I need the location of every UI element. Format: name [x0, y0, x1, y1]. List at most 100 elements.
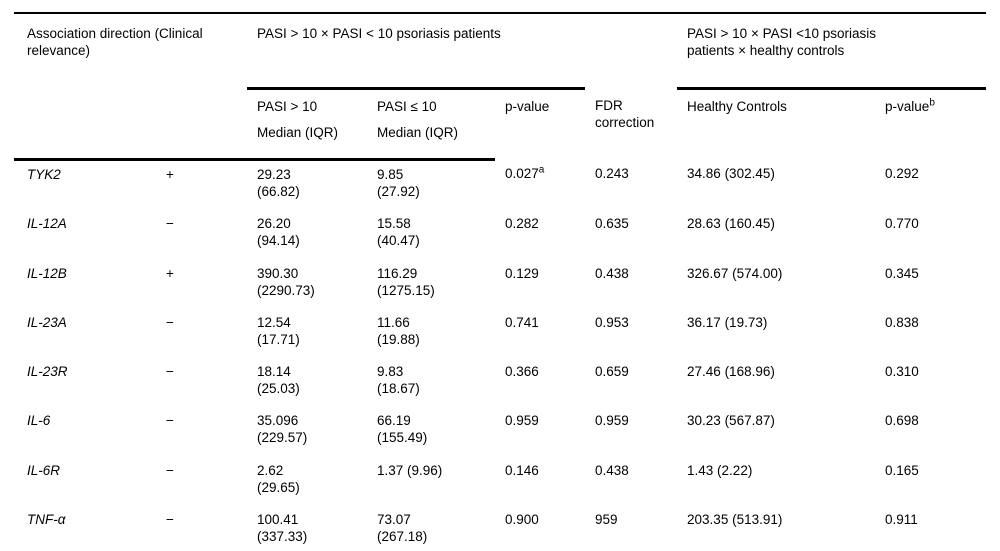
- table-row-il12b: IL-12B + 390.30 (2290.73) 116.29 (1275.15)…: [14, 260, 986, 309]
- group-header-psoriasis-patients-label: PASI > 10 × PASI < 10 psoriasis patients: [257, 26, 501, 41]
- col-header-fdr-correction-label: FDR correction: [595, 97, 655, 130]
- fdr-cell: 0.438: [595, 265, 629, 281]
- pasi-gt10-median-cell: 12.54 (17.71): [247, 309, 367, 358]
- table-row-tyk2: TYK2 + 29.23 (66.82) 9.85 (27.92) 0.027a 0…: [14, 160, 986, 211]
- p-value-b-cell: 0.345: [885, 265, 919, 281]
- gene-name: TNF-α: [27, 512, 66, 528]
- pasi-le10-median-cell: 9.85 (27.92): [367, 160, 495, 211]
- fdr-cell: 959: [595, 512, 618, 528]
- p-value-cell: 0.282: [495, 210, 585, 259]
- group-header-patients-vs-controls-label: PASI > 10 × PASI <10 psoriasis patients …: [687, 26, 877, 58]
- iqr-line: (1275.15): [377, 282, 435, 298]
- col-header-pasi-le10-stat: Median (IQR): [377, 125, 459, 140]
- p-value-b-cell: 0.698: [885, 413, 919, 429]
- iqr-line: (337.33): [257, 529, 308, 545]
- gene-cell: IL-23A: [14, 309, 160, 358]
- table-row-tnf-alpha: TNF-α − 100.41 (337.33) 73.07 (267.18) 0.9…: [14, 506, 986, 551]
- p-value-b-cell: 0.292: [885, 165, 919, 181]
- table-row-il23r: IL-23R − 18.14 (25.03) 9.83 (18.67) 0.366 …: [14, 358, 986, 407]
- p-value-cell: 0.741: [495, 309, 585, 358]
- col-header-pasi-gt10-stat: Median (IQR): [257, 125, 339, 140]
- pasi-le10-median-cell: 15.58 (40.47): [367, 210, 495, 259]
- p-value-cell: 0.959: [495, 407, 585, 456]
- header-spacer-fdr: [585, 13, 677, 89]
- median-line: 73.07: [377, 512, 411, 528]
- p-value: 0.129: [505, 265, 539, 281]
- healthy-controls-cell: 203.35 (513.91): [687, 512, 783, 528]
- header-subrow: PASI > 10 Median (IQR) PASI ≤ 10 Median …: [14, 88, 986, 161]
- p-value: 0.366: [505, 364, 539, 380]
- pasi-le10-median-cell: 11.66 (19.88): [367, 309, 495, 358]
- group-header-patients-vs-controls: PASI > 10 × PASI <10 psoriasis patients …: [677, 13, 987, 90]
- p-value-cell: 0.366: [495, 358, 585, 407]
- p-value: 0.741: [505, 314, 539, 330]
- direction-cell: +: [166, 167, 174, 182]
- col-header-association-direction: Association direction (Clinical relevanc…: [14, 13, 247, 161]
- col-header-pasi-gt10-name: PASI > 10: [257, 99, 318, 114]
- gene-name: IL-12B: [27, 265, 67, 281]
- direction-cell: −: [166, 512, 174, 528]
- median-line: 100.41: [257, 512, 299, 528]
- p-value-cell: 0.146: [495, 457, 585, 506]
- footnote-marker-a: a: [538, 164, 545, 175]
- iqr-line: (2290.73): [257, 282, 315, 298]
- fdr-cell: 0.959: [595, 413, 629, 429]
- median-line: 26.20: [257, 216, 291, 232]
- col-header-p-value-b: p-valueb: [875, 89, 986, 160]
- gene-cell: IL-6: [14, 407, 160, 456]
- median-line: 2.62: [257, 462, 284, 478]
- healthy-controls-cell: 34.86 (302.45): [687, 165, 775, 181]
- col-header-p-value: p-value: [505, 99, 550, 114]
- iqr-line: (66.82): [257, 184, 300, 199]
- col-header-pasi-le10: PASI ≤ 10 Median (IQR): [367, 88, 495, 161]
- gene-cell: IL-6R: [14, 457, 160, 506]
- fdr-cell: 0.659: [595, 364, 629, 380]
- gene-name: IL-6R: [27, 462, 61, 478]
- fdr-cell: 0.953: [595, 314, 629, 330]
- pasi-le10-median-cell: 66.19 (155.49): [367, 407, 495, 456]
- p-value-b-cell: 0.165: [885, 462, 919, 478]
- median-line: 11.66: [377, 314, 410, 330]
- iqr-line: (40.47): [377, 233, 420, 249]
- p-value: 0.282: [505, 216, 539, 232]
- pasi-gt10-median-cell: 390.30 (2290.73): [247, 260, 367, 309]
- p-value: 0.900: [505, 512, 539, 528]
- col-header-pasi-le10-name: PASI ≤ 10: [377, 99, 437, 114]
- col-header-p-value-b-base: p-value: [885, 99, 930, 114]
- pasi-gt10-median-cell: 100.41 (337.33): [247, 506, 367, 551]
- iqr-line: (19.88): [377, 331, 420, 347]
- table-row-il6r: IL-6R − 2.62 (29.65) 1.37 (9.96) 0.146 0.…: [14, 457, 986, 506]
- median-line: 9.83: [377, 364, 404, 380]
- pasi-le10-median-cell: 9.83 (18.67): [367, 358, 495, 407]
- pasi-gt10-median-cell: 26.20 (94.14): [247, 210, 367, 259]
- iqr-line: (25.03): [257, 381, 300, 397]
- fdr-cell: 0.243: [595, 165, 629, 181]
- results-table: Association direction (Clinical relevanc…: [14, 12, 987, 551]
- pasi-le10-median-cell: 73.07 (267.18): [367, 506, 495, 551]
- iqr-line: (29.65): [257, 479, 300, 495]
- pasi-gt10-median-cell: 18.14 (25.03): [247, 358, 367, 407]
- median-line: 390.30: [257, 265, 299, 281]
- header-group-row: Association direction (Clinical relevanc…: [14, 13, 987, 161]
- p-value-cell: 0.900: [495, 506, 585, 551]
- p-value: 0.146: [505, 462, 539, 478]
- median-line: 1.37 (9.96): [377, 462, 443, 478]
- pasi-le10-median-cell: 116.29 (1275.15): [367, 260, 495, 309]
- healthy-controls-cell: 30.23 (567.87): [687, 413, 775, 429]
- p-value-b-cell: 0.838: [885, 314, 919, 330]
- pasi-gt10-median-cell: 29.23 (66.82): [247, 160, 367, 211]
- median-line: 66.19: [377, 413, 411, 429]
- col-header-fdr-correction: FDR correction: [585, 89, 677, 160]
- median-line: 116.29: [377, 265, 418, 281]
- fdr-cell: 0.438: [595, 462, 629, 478]
- table-row-il6: IL-6 − 35.096 (229.57) 66.19 (155.49) 0.95…: [14, 407, 986, 456]
- healthy-controls-cell: 1.43 (2.22): [687, 462, 753, 478]
- pasi-gt10-median-cell: 35.096 (229.57): [247, 407, 367, 456]
- healthy-controls-cell: 27.46 (168.96): [687, 364, 775, 380]
- gene-name: IL-12A: [27, 216, 67, 232]
- p-value-b-cell: 0.770: [885, 216, 919, 232]
- pasi-gt10-median-cell: 2.62 (29.65): [247, 457, 367, 506]
- gene-cell: IL-23R: [14, 358, 160, 407]
- median-line: 18.14: [257, 364, 291, 380]
